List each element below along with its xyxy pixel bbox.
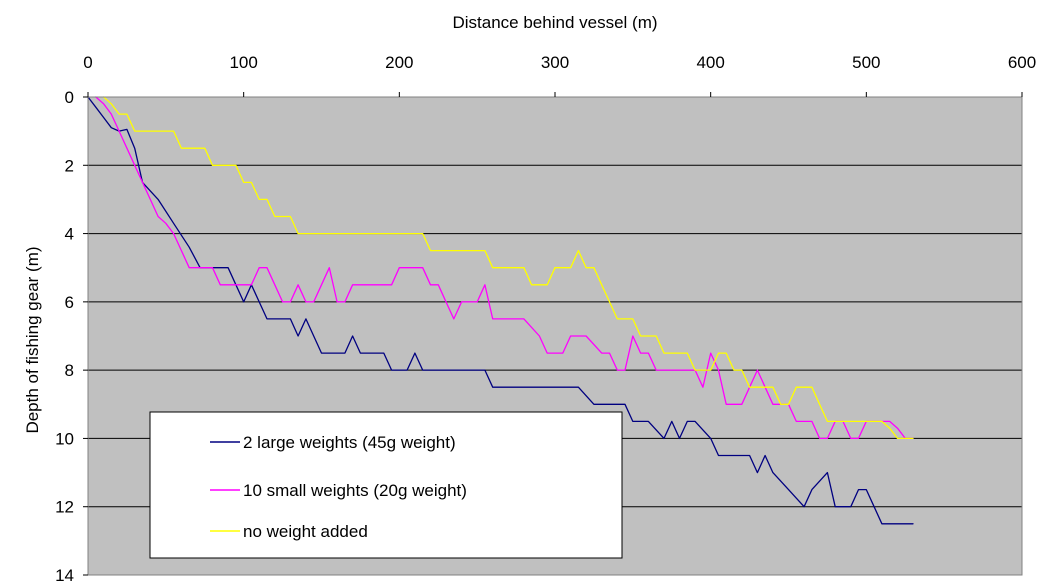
legend-box bbox=[149, 411, 623, 559]
tick-label-y-6: 6 bbox=[65, 293, 74, 312]
tick-label-y-2: 2 bbox=[65, 156, 74, 175]
series-line-2 bbox=[102, 96, 914, 440]
legend-label-large-weights: 2 large weights (45g weight) bbox=[243, 433, 456, 452]
tick-label-y-8: 8 bbox=[65, 361, 74, 380]
legend-label-small-weights: 10 small weights (20g weight) bbox=[243, 481, 467, 500]
tick-label-x-400: 400 bbox=[696, 53, 724, 72]
series-layer bbox=[87, 96, 914, 525]
tick-label-y-4: 4 bbox=[65, 225, 74, 244]
y-axis: 0 2 4 6 8 10 12 14 bbox=[55, 88, 88, 585]
tick-label-x-200: 200 bbox=[385, 53, 413, 72]
y-axis-title: Depth of fishing gear (m) bbox=[23, 246, 42, 433]
tick-label-x-300: 300 bbox=[541, 53, 569, 72]
x-axis-title: Distance behind vessel (m) bbox=[452, 13, 657, 32]
tick-label-y-14: 14 bbox=[55, 566, 74, 585]
tick-label-x-500: 500 bbox=[852, 53, 880, 72]
series-line-1 bbox=[95, 96, 914, 440]
tick-label-x-100: 100 bbox=[229, 53, 257, 72]
x-axis: 0 100 200 300 400 500 600 bbox=[83, 53, 1036, 97]
legend-label-no-weight: no weight added bbox=[243, 522, 368, 541]
tick-label-y-12: 12 bbox=[55, 498, 74, 517]
tick-label-y-10: 10 bbox=[55, 429, 74, 448]
legend: 2 large weights (45g weight) 10 small we… bbox=[149, 411, 623, 559]
tick-label-x-600: 600 bbox=[1008, 53, 1036, 72]
tick-label-x-0: 0 bbox=[83, 53, 92, 72]
tick-label-y-0: 0 bbox=[65, 88, 74, 107]
